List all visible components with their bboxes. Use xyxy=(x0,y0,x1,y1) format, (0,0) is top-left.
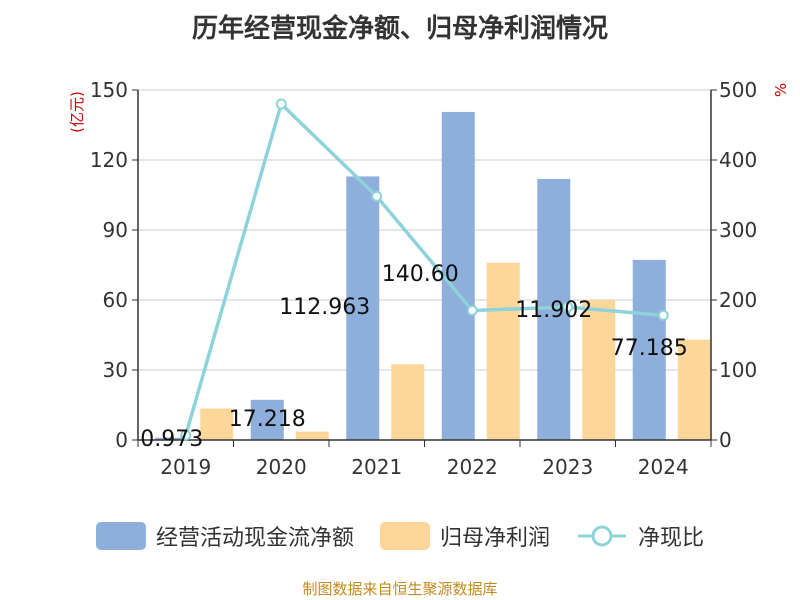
bar-net-profit xyxy=(200,408,234,440)
bar-operating-cash xyxy=(346,176,380,440)
legend-item-ratio[interactable]: 净现比 xyxy=(576,520,704,552)
bar-operating-cash xyxy=(632,259,666,440)
y-right-unit: % xyxy=(772,83,790,97)
bar-layer xyxy=(155,111,711,440)
x-tick-label: 2023 xyxy=(542,455,593,479)
bar-operating-cash xyxy=(250,399,284,440)
x-tick-label: 2024 xyxy=(638,455,689,479)
data-label-operating-cash: 0.973 xyxy=(140,427,203,452)
x-tick-label: 2020 xyxy=(256,455,307,479)
chart-title: 历年经营现金净额、归母净利润情况 xyxy=(191,14,608,44)
legend-item-operating-cash[interactable]: 经营活动现金流净额 xyxy=(95,520,354,552)
x-tick-label: 2021 xyxy=(351,455,402,479)
bar-operating-cash xyxy=(155,437,189,440)
bar-net-profit xyxy=(677,339,711,440)
label-layer: 0.973 17.218 112.963 140.60 11.902 77.185 xyxy=(140,262,687,452)
legend-label-ratio: 净现比 xyxy=(638,526,705,551)
y-left-tick-label: 60 xyxy=(103,288,128,312)
y-left-tick-label: 30 xyxy=(103,358,128,382)
x-tick-label: 2019 xyxy=(160,455,211,479)
ratio-point xyxy=(180,429,192,441)
bar-operating-cash xyxy=(441,111,475,440)
data-label-operating-cash: 112.963 xyxy=(279,295,370,320)
data-label-operating-cash: 17.218 xyxy=(229,407,306,432)
bar-net-profit xyxy=(295,431,329,440)
y-left-tick-label: 0 xyxy=(115,428,128,452)
y-right-tick-label: 500 xyxy=(719,78,757,102)
source-note: 制图数据来自恒生聚源数据库 xyxy=(302,580,498,598)
ratio-point xyxy=(562,301,574,313)
legend: 经营活动现金流净额 归母净利润 净现比 xyxy=(0,516,800,556)
data-label-operating-cash: 11.902 xyxy=(515,298,592,323)
data-label-operating-cash: 140.60 xyxy=(382,262,459,287)
y-left-tick-label: 90 xyxy=(103,218,128,242)
legend-label-net-profit: 归母净利润 xyxy=(439,526,550,551)
grid-layer xyxy=(138,89,711,371)
legend-swatch-operating-cash xyxy=(95,522,146,550)
ratio-point xyxy=(371,190,383,202)
y-right-tick-label: 200 xyxy=(719,288,757,312)
legend-swatch-ratio xyxy=(578,525,626,547)
line-layer xyxy=(180,98,669,441)
y-right-tick-label: 100 xyxy=(719,358,757,382)
ratio-point xyxy=(275,98,287,110)
y-right-tick-label: 0 xyxy=(719,428,732,452)
axis-layer: 0 30 60 90 120 150 0 100 200 300 400 500 (亿元)% 2019 20… xyxy=(68,78,790,479)
y-left-tick-label: 150 xyxy=(90,78,128,102)
y-left-unit: (亿元) xyxy=(68,91,86,133)
bar-net-profit xyxy=(582,300,616,440)
ratio-point xyxy=(657,309,669,321)
legend-label-operating-cash: 经营活动现金流净额 xyxy=(155,526,354,551)
chart-plot: 0 30 60 90 120 150 0 100 200 300 400 500 (亿元)% 2019 20… xyxy=(68,78,790,479)
bar-net-profit xyxy=(391,364,425,440)
legend-item-net-profit[interactable]: 归母净利润 xyxy=(379,520,550,552)
y-right-tick-label: 300 xyxy=(719,218,757,242)
x-tick-label: 2022 xyxy=(447,455,498,479)
bar-net-profit xyxy=(486,262,520,440)
ratio-point xyxy=(466,305,478,316)
y-right-tick-label: 400 xyxy=(719,148,757,172)
y-left-tick-label: 120 xyxy=(90,148,128,172)
data-label-operating-cash: 77.185 xyxy=(611,336,688,361)
ratio-line xyxy=(184,102,664,436)
legend-swatch-net-profit xyxy=(379,522,430,550)
